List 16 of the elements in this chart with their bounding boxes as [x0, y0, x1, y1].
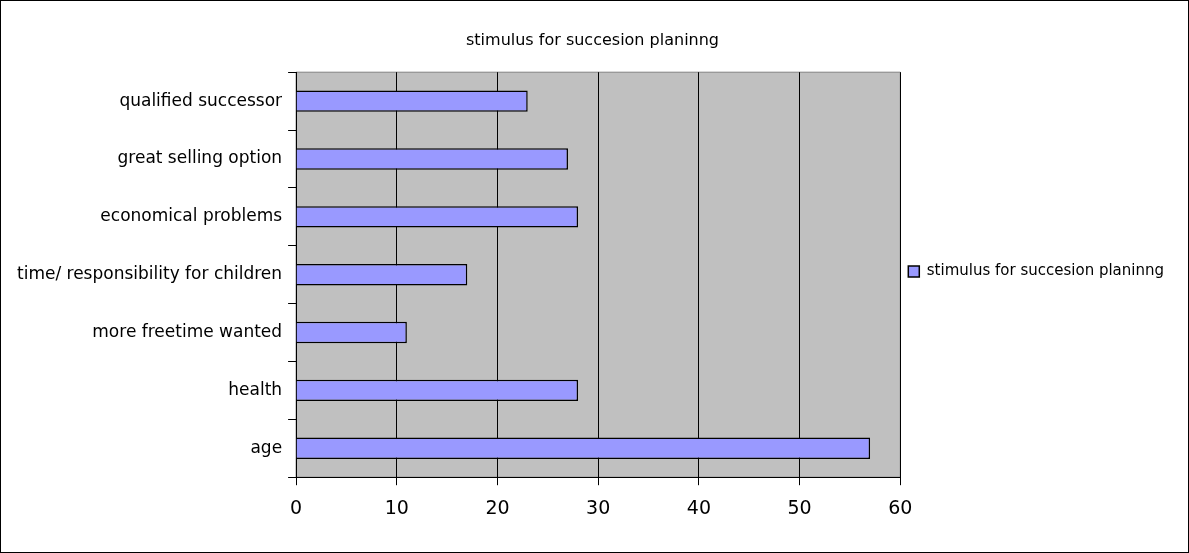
legend-label: stimulus for succesion planinng [926, 261, 1164, 280]
y-tick-label: economical problems [100, 205, 283, 226]
y-tick-label: age [250, 436, 283, 457]
x-tick-label: 20 [485, 495, 510, 518]
y-tick-label: time/ responsibility for children [17, 263, 283, 284]
x-tick-label: 60 [888, 495, 913, 518]
chart-title: stimulus for succesion planinng [465, 29, 720, 49]
y-tick-label: qualified successor [119, 89, 283, 110]
x-tick-label: 0 [290, 495, 303, 518]
y-tick-label: great selling option [117, 147, 283, 168]
x-tick-label: 50 [787, 495, 812, 518]
y-tick-label: health [228, 378, 283, 399]
x-tick-label: 40 [686, 495, 711, 518]
x-tick-label: 30 [586, 495, 611, 518]
x-tick-label: 10 [384, 495, 409, 518]
y-tick-label: more freetime wanted [92, 320, 283, 341]
